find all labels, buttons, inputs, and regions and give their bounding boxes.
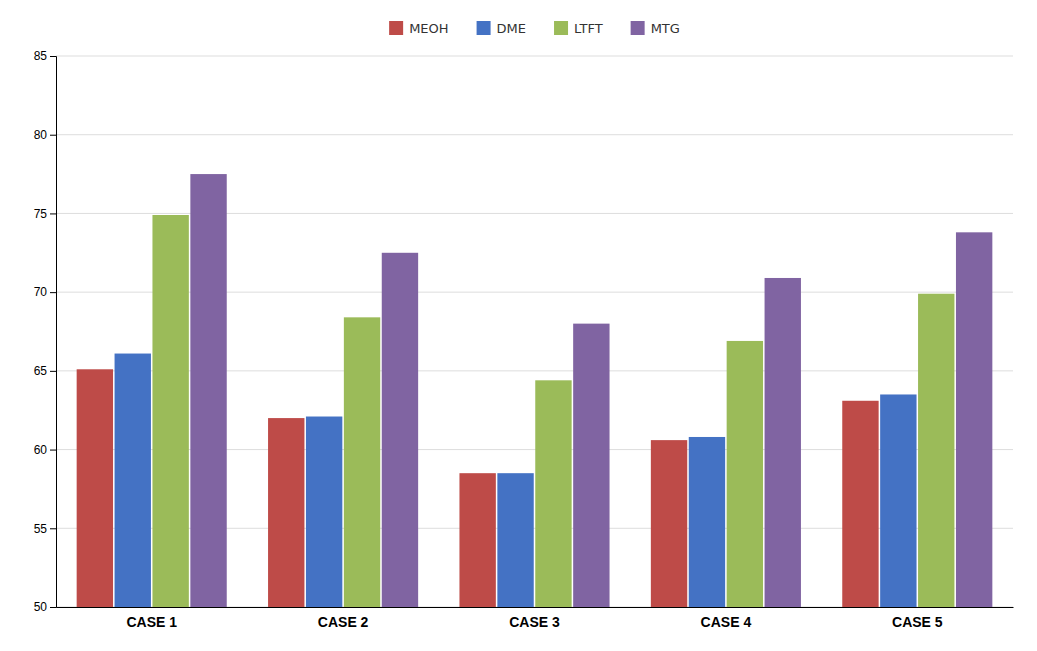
legend-item: MEOH bbox=[389, 21, 448, 36]
y-tick-label: 80 bbox=[34, 128, 48, 142]
y-tick-mark bbox=[50, 528, 56, 529]
x-tick-label: CASE 5 bbox=[892, 614, 943, 630]
y-tick: 55 bbox=[34, 522, 56, 536]
y-tick-label: 75 bbox=[34, 207, 48, 221]
legend-item: MTG bbox=[631, 21, 680, 36]
bar bbox=[918, 294, 954, 607]
bar bbox=[306, 417, 342, 607]
y-tick-label: 55 bbox=[34, 522, 48, 536]
bar bbox=[689, 437, 725, 607]
y-tick-label: 65 bbox=[34, 364, 48, 378]
bar bbox=[727, 341, 763, 607]
y-tick-mark bbox=[50, 371, 56, 372]
y-tick-mark bbox=[50, 56, 56, 57]
x-tick-label: CASE 4 bbox=[701, 614, 752, 630]
y-tick-mark bbox=[50, 213, 56, 214]
bar-series bbox=[190, 174, 992, 607]
bar bbox=[651, 440, 687, 607]
x-tick-label: CASE 2 bbox=[318, 614, 369, 630]
chart: 50 55 60 65 70 75 80 85 CASE 1 CASE 2 CASE 3 CASE 4… bbox=[0, 0, 1037, 651]
y-tick: 60 bbox=[34, 443, 56, 457]
y-axis: 50 55 60 65 70 75 80 85 bbox=[34, 49, 57, 614]
y-tick: 75 bbox=[34, 207, 56, 221]
x-tick: CASE 3 bbox=[509, 607, 560, 630]
bar bbox=[382, 253, 418, 607]
y-tick-mark bbox=[50, 135, 56, 136]
y-tick-label: 50 bbox=[34, 600, 48, 614]
legend-label: DME bbox=[497, 21, 526, 36]
bar bbox=[497, 473, 533, 607]
y-tick-mark bbox=[50, 607, 56, 608]
grid-line bbox=[56, 56, 1013, 57]
legend-swatch bbox=[554, 21, 568, 35]
legend-label: LTFT bbox=[574, 21, 603, 36]
x-tick: CASE 5 bbox=[892, 607, 943, 630]
bars bbox=[77, 174, 993, 607]
bar bbox=[344, 317, 380, 607]
bar bbox=[268, 418, 304, 607]
legend-swatch bbox=[389, 21, 403, 35]
y-tick-mark bbox=[50, 292, 56, 293]
x-tick: CASE 4 bbox=[701, 607, 752, 630]
legend-swatch bbox=[631, 21, 645, 35]
y-tick-mark bbox=[50, 450, 56, 451]
bar bbox=[573, 324, 609, 607]
grid-line bbox=[56, 134, 1013, 135]
x-tick: CASE 2 bbox=[318, 607, 369, 630]
x-tick: CASE 1 bbox=[126, 607, 177, 630]
legend-item: LTFT bbox=[554, 21, 603, 36]
bar bbox=[115, 354, 151, 607]
legend-label: MTG bbox=[651, 21, 680, 36]
y-tick-label: 70 bbox=[34, 285, 48, 299]
x-tick-label: CASE 3 bbox=[509, 614, 560, 630]
bar bbox=[535, 380, 571, 607]
bar bbox=[77, 369, 113, 607]
bar-series bbox=[152, 215, 954, 607]
y-tick-label: 85 bbox=[34, 49, 48, 63]
bar bbox=[956, 232, 992, 607]
x-axis: CASE 1 CASE 2 CASE 3 CASE 4 CASE 5 bbox=[57, 607, 1014, 630]
bar bbox=[459, 473, 495, 607]
bar bbox=[765, 278, 801, 607]
y-tick: 70 bbox=[34, 285, 56, 299]
legend-swatch bbox=[477, 21, 491, 35]
legend-label: MEOH bbox=[409, 21, 448, 36]
y-tick-label: 60 bbox=[34, 443, 48, 457]
legend-item: DME bbox=[477, 21, 526, 36]
grid bbox=[56, 56, 1013, 607]
bar bbox=[190, 174, 226, 607]
x-tick-label: CASE 1 bbox=[126, 614, 177, 630]
bar bbox=[880, 394, 916, 607]
bar bbox=[842, 401, 878, 607]
legend: MEOH DME LTFT MTG bbox=[389, 21, 680, 36]
x-axis-line bbox=[57, 607, 1014, 608]
y-tick: 50 bbox=[34, 600, 56, 614]
y-tick: 80 bbox=[34, 128, 56, 142]
plot: 50 55 60 65 70 75 80 85 CASE 1 CASE 2 CASE 3 CASE 4… bbox=[34, 49, 1014, 630]
y-tick: 65 bbox=[34, 364, 56, 378]
y-axis-line bbox=[50, 57, 57, 608]
bar bbox=[152, 215, 188, 607]
y-tick: 85 bbox=[34, 49, 56, 63]
